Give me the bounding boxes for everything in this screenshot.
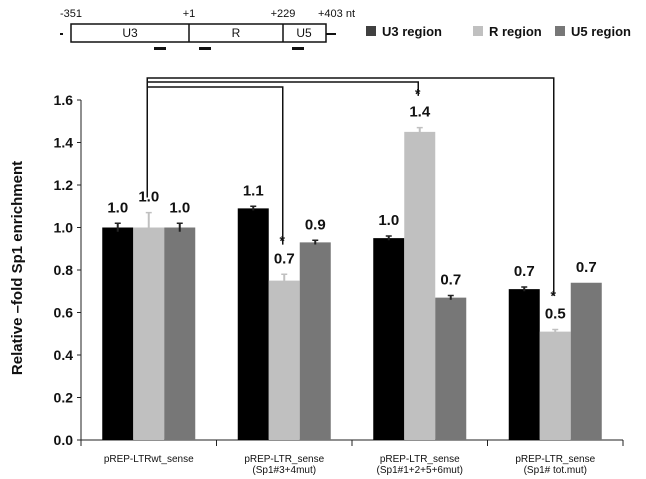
comparison-brackets	[146, 77, 555, 296]
category-label: pREP-LTR_sense	[380, 454, 460, 465]
legend-label-r: R region	[489, 24, 542, 39]
legend-swatch-r	[473, 26, 483, 36]
y-tick-label: 0.4	[54, 347, 74, 363]
y-tick-label: 0.2	[54, 390, 74, 406]
schematic-region-r: R	[232, 26, 241, 40]
bars	[102, 126, 602, 440]
category-label: pREP-LTR_sense	[244, 454, 324, 465]
schematic-pos-r: +1	[183, 8, 196, 20]
data-label: 1.1	[243, 182, 264, 199]
bar	[164, 227, 196, 440]
bar	[133, 227, 165, 440]
y-tick-label: 0.6	[54, 305, 74, 321]
schematic-pos-end: +403 nt	[318, 8, 355, 20]
schematic-pos-start: -351	[60, 8, 82, 20]
bar	[268, 280, 300, 440]
data-label: 0.7	[440, 272, 461, 289]
legend-label-u3: U3 region	[382, 24, 442, 39]
bar	[404, 131, 436, 440]
legend-swatch-u5	[555, 26, 565, 36]
y-tick-label: 1.2	[54, 177, 74, 193]
data-label: 0.9	[305, 216, 326, 233]
data-label: 0.7	[514, 263, 535, 280]
schematic-pos-u5: +229	[271, 8, 296, 20]
bar	[237, 208, 269, 440]
amplicon-r	[199, 47, 211, 50]
category-label: (Sp1#1+2+5+6mut)	[377, 465, 463, 476]
category-label: (Sp1# tot.mut)	[524, 465, 587, 476]
bar	[435, 297, 467, 440]
bar	[102, 227, 134, 440]
legend-label-u5: U5 region	[571, 24, 631, 39]
value-labels: 1.0 1.1 1.0 0.7 1.0 0.7 1.4 0.5 1.0 0.9 0.7 0.7 * * *	[107, 86, 596, 323]
legend-swatch-u3	[366, 26, 376, 36]
significance-mark: *	[551, 288, 557, 304]
y-tick-label: 0.8	[54, 262, 74, 278]
category-label: (Sp1#3+4mut)	[252, 465, 316, 476]
data-label: 0.7	[274, 250, 295, 267]
data-label: 0.7	[576, 259, 597, 276]
schematic-region-u5: U5	[296, 26, 312, 40]
data-label: 1.0	[107, 199, 128, 216]
bar	[539, 331, 571, 440]
data-label: 1.0	[378, 212, 399, 229]
amplicon-u5	[292, 47, 304, 50]
bar	[373, 238, 405, 440]
schematic-box	[70, 23, 327, 43]
legend: U3 region R region U5 region	[366, 24, 631, 39]
y-tick-label: 1.4	[54, 135, 74, 151]
data-label: 1.0	[138, 189, 159, 206]
y-tick-label: 1.0	[54, 220, 74, 236]
bar	[570, 282, 602, 440]
y-axis-title: Relative –fold Sp1 enrichment	[9, 161, 26, 375]
category-label: pREP-LTRwt_sense	[104, 454, 194, 465]
bar	[299, 242, 331, 440]
ltr-schematic: -351 +1 +229 +403 nt U3 R U5	[60, 8, 355, 50]
schematic-region-u3: U3	[122, 26, 138, 40]
data-label: 1.0	[169, 199, 190, 216]
y-tick-label: 1.6	[54, 92, 74, 108]
data-label: 1.4	[409, 104, 431, 121]
category-label: pREP-LTR_sense	[515, 454, 595, 465]
significance-mark: *	[280, 232, 286, 248]
amplicon-u3	[154, 47, 166, 50]
bar	[508, 289, 540, 440]
significance-mark: *	[415, 86, 421, 102]
y-tick-label: 0.0	[54, 432, 74, 448]
comparison-bracket	[146, 77, 555, 296]
data-label: 0.5	[545, 306, 566, 323]
